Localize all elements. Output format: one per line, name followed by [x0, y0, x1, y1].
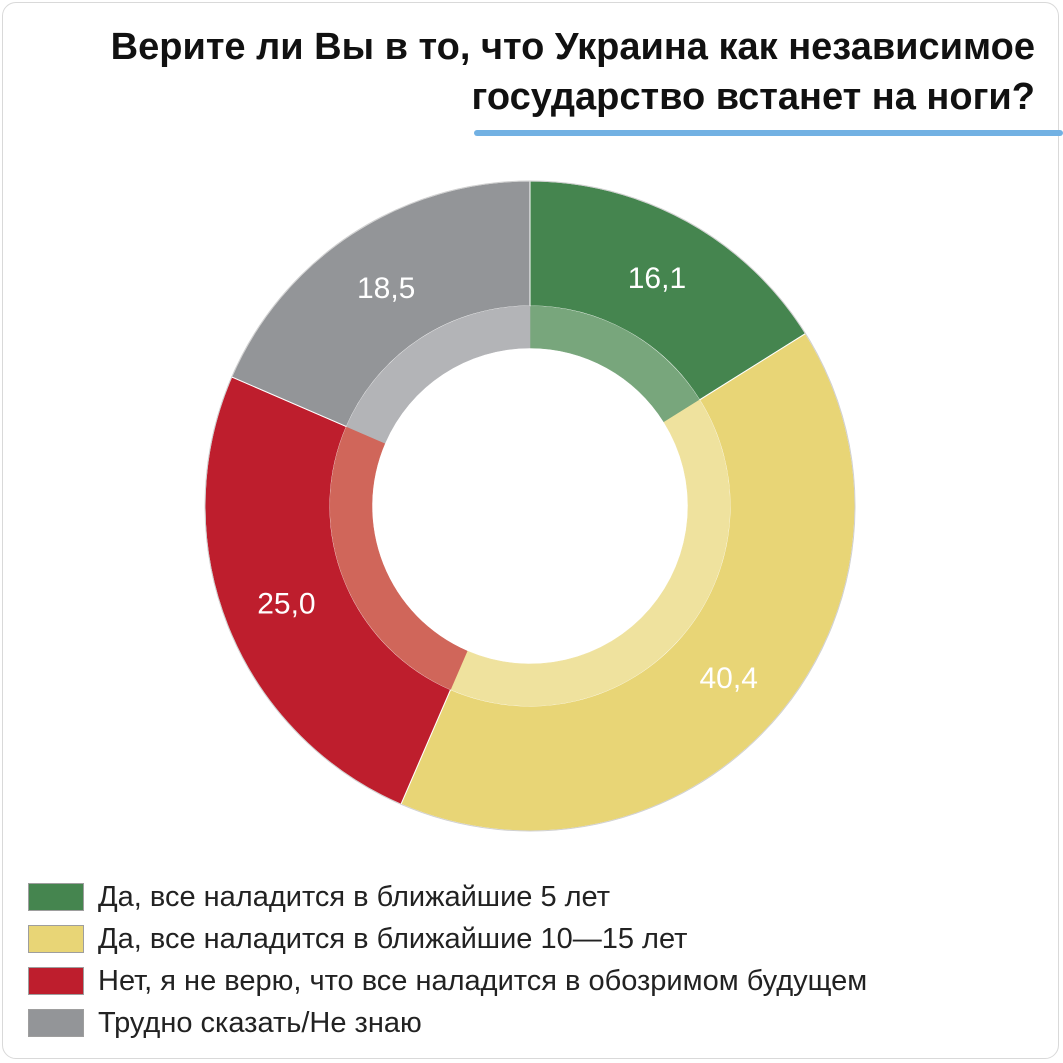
- legend-item-no: Нет, я не верю, что все наладится в обоз…: [28, 960, 867, 1002]
- legend-swatch: [28, 1009, 84, 1037]
- legend-swatch: [28, 925, 84, 953]
- value-label-dont-know: 18,5: [357, 272, 415, 305]
- donut-outline: [204, 180, 856, 832]
- slice-10-15-years: [400, 332, 856, 832]
- legend-label: Трудно сказать/Не знаю: [98, 1006, 422, 1039]
- legend-item-dont-know: Трудно сказать/Не знаю: [28, 1002, 867, 1044]
- inner-slice-10-15-years: [450, 399, 731, 707]
- value-label-no: 25,0: [257, 587, 315, 620]
- legend-label: Да, все наладится в ближайшие 10—15 лет: [98, 922, 688, 955]
- legend-swatch: [28, 967, 84, 995]
- slice-no: [204, 376, 452, 805]
- legend-label: Да, все наладится в ближайшие 5 лет: [98, 880, 611, 913]
- inner-slice-dont-know: [346, 305, 531, 444]
- legend-item-5-years: Да, все наладится в ближайшие 5 лет: [28, 876, 867, 918]
- legend-swatch: [28, 883, 84, 911]
- title-underline: [474, 130, 1063, 136]
- legend-label: Нет, я не верю, что все наладится в обоз…: [98, 964, 868, 997]
- chart-title: Верите ли Вы в то, что Украина как незав…: [110, 26, 1035, 118]
- donut-chart: 16,1 40,4 25,0 18,5: [204, 180, 856, 832]
- legend-item-10-15-years: Да, все наладится в ближайшие 10—15 лет: [28, 918, 867, 960]
- legend: Да, все наладится в ближайшие 5 лет Да, …: [28, 876, 867, 1044]
- value-label-10-15-years: 40,4: [699, 662, 757, 695]
- value-label-5-years: 16,1: [628, 262, 686, 295]
